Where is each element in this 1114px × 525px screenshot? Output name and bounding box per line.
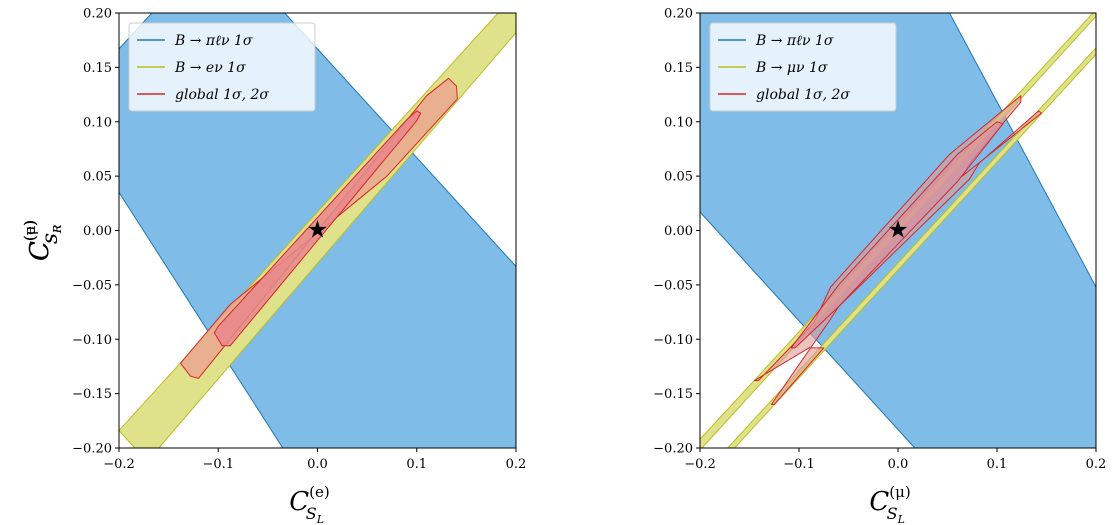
global-contour-3 bbox=[754, 95, 1042, 405]
y-tick-label: 0.20 bbox=[83, 7, 112, 22]
axis-label-sub: S bbox=[42, 233, 61, 244]
y-axis-label: C(μ) SR bbox=[21, 220, 64, 261]
axis-label-sup: (e) bbox=[309, 483, 330, 501]
axis-label-subsub: L bbox=[897, 513, 905, 525]
axis-label-subsub: R bbox=[51, 225, 64, 234]
plot-content: ★ bbox=[700, 13, 1096, 448]
global-contour-3 bbox=[213, 110, 422, 347]
axis-label-base: C bbox=[25, 241, 55, 261]
axis-label-sup: (e) bbox=[21, 220, 39, 241]
x-axis-label: C(μ) SL bbox=[869, 483, 910, 525]
best-fit-star-icon: ★ bbox=[887, 216, 909, 244]
x-tick-label: −0.2 bbox=[103, 457, 135, 472]
axis-label-base: C bbox=[869, 487, 889, 517]
y-axis-label-group: C(e) SR bbox=[21, 220, 64, 261]
x-tick-label: 0.2 bbox=[1086, 457, 1107, 472]
legend-label-0: B → πℓν 1σ bbox=[174, 33, 253, 49]
x-tick-label: 0.1 bbox=[987, 457, 1008, 472]
y-tick-label: −0.10 bbox=[653, 333, 693, 348]
plot-content: ★ bbox=[119, 13, 516, 448]
y-tick-label: −0.15 bbox=[653, 387, 693, 402]
x-tick-label: −0.2 bbox=[684, 457, 716, 472]
legend-box bbox=[128, 22, 316, 112]
axis-label-base: C bbox=[25, 241, 55, 261]
y-axis-label-group: C(μ) SR bbox=[21, 220, 64, 261]
axis-label-base: C bbox=[289, 487, 309, 517]
axis-label-sub: S bbox=[42, 233, 61, 244]
legend-label-1: B → eν 1σ bbox=[174, 60, 246, 76]
x-tick-label: 0.0 bbox=[888, 457, 909, 472]
x-tick-label: −0.1 bbox=[783, 457, 815, 472]
legend-label-1: B → μν 1σ bbox=[755, 60, 828, 76]
axis-label-subsub: L bbox=[316, 513, 324, 525]
best-fit-star-icon: ★ bbox=[307, 216, 329, 244]
legend: B → πℓν 1σ B → μν 1σ global 1σ, 2σ bbox=[709, 22, 897, 112]
legend-label-2: global 1σ, 2σ bbox=[756, 87, 850, 103]
x-tick-label: 0.1 bbox=[406, 457, 427, 472]
panel-electron: ★ −0.2 −0.1 0.0 0.1 0.2 −0.20 −0.15 −0.10 −0.05 0.… bbox=[21, 7, 526, 525]
y-tick-label: 0.10 bbox=[83, 115, 112, 130]
y-tick-label: 0.20 bbox=[664, 7, 693, 22]
x-tick-label: 0.0 bbox=[307, 457, 328, 472]
panel-muon: ★ −0.2 −0.1 0.0 0.1 0.2 −0.20 −0.15 −0.10 −0.05 0.… bbox=[21, 7, 1106, 525]
global-contour-4 bbox=[790, 121, 1004, 349]
axis-label-sup: (μ) bbox=[21, 220, 39, 241]
y-tick-label: 0.00 bbox=[664, 224, 693, 239]
legend-box bbox=[709, 22, 897, 112]
axis-label-sup: (μ) bbox=[889, 483, 910, 501]
axis-label-sub: S bbox=[306, 504, 317, 523]
y-tick-label: 0.05 bbox=[664, 170, 693, 185]
legend-label-0: B → πℓν 1σ bbox=[755, 33, 834, 49]
y-tick-label: −0.20 bbox=[72, 442, 112, 457]
y-axis-label: C(e) SR bbox=[21, 220, 64, 261]
y-tick-label: 0.10 bbox=[664, 115, 693, 130]
legend: B → πℓν 1σ B → eν 1σ global 1σ, 2σ bbox=[128, 22, 316, 112]
x-axis-label: C(e) SL bbox=[289, 483, 330, 525]
y-tick-label: −0.15 bbox=[72, 387, 112, 402]
legend-label-2: global 1σ, 2σ bbox=[175, 87, 269, 103]
y-tick-label: −0.05 bbox=[72, 278, 112, 293]
axis-label-sub: S bbox=[887, 504, 898, 523]
y-tick-label: −0.10 bbox=[72, 333, 112, 348]
x-tick-label: −0.1 bbox=[202, 457, 234, 472]
axis-label-subsub: R bbox=[51, 225, 64, 234]
y-tick-label: 0.05 bbox=[83, 170, 112, 185]
y-tick-label: 0.00 bbox=[83, 224, 112, 239]
y-tick-label: 0.15 bbox=[664, 61, 693, 76]
y-tick-label: −0.20 bbox=[653, 442, 693, 457]
x-tick-label: 0.2 bbox=[506, 457, 527, 472]
y-tick-label: 0.15 bbox=[83, 61, 112, 76]
y-tick-label: −0.05 bbox=[653, 278, 693, 293]
